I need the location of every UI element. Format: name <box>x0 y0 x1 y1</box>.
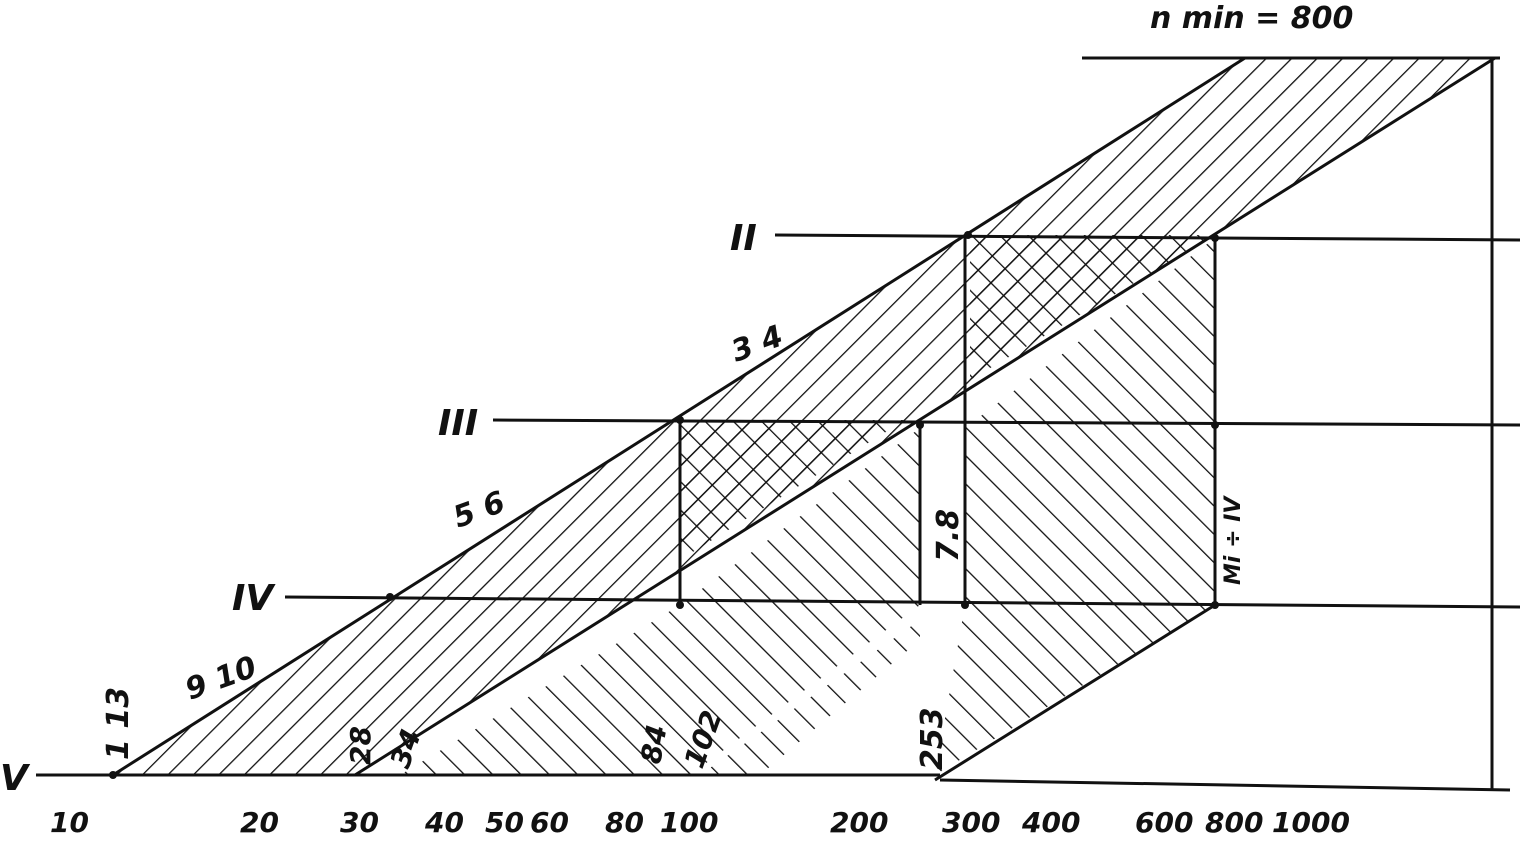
tick-40: 40 <box>424 806 464 839</box>
level-line-III <box>492 418 1520 427</box>
level-lines <box>36 56 1520 792</box>
band-label-1-13: 1 13 <box>101 687 136 760</box>
junction-dots <box>109 231 1219 779</box>
side-label-mi-iv: Mi ÷ IV <box>1221 495 1246 585</box>
upper-band-lower-edge <box>354 56 1496 777</box>
tick-800: 800 <box>1205 806 1263 839</box>
tick-60: 60 <box>530 806 569 839</box>
x-axis-ticks: 10 20 30 40 50 60 80 100 200 300 400 600… <box>50 806 1350 839</box>
level-label-IV: IV <box>232 578 276 619</box>
level-label-III: III <box>438 403 478 444</box>
level-label-II: II <box>730 218 757 259</box>
lower-band-a <box>700 620 920 775</box>
middle-band-left <box>400 428 920 775</box>
level-line-II <box>774 233 1520 242</box>
tick-20: 20 <box>240 806 279 839</box>
ray-bottom-right <box>934 603 1216 782</box>
speed-label-253: 253 <box>915 707 950 770</box>
tick-200: 200 <box>830 806 888 839</box>
tick-1000: 1000 <box>1272 806 1350 839</box>
speed-label-84: 84 <box>634 722 673 766</box>
middle-band-right <box>935 238 1215 775</box>
tick-400: 400 <box>1021 806 1080 839</box>
base-line-right <box>939 778 1511 792</box>
level-line-IV <box>284 595 1520 609</box>
tick-300: 300 <box>942 806 1000 839</box>
tick-80: 80 <box>605 806 644 839</box>
level-label-V: V <box>0 758 31 799</box>
tick-600: 600 <box>1135 806 1193 839</box>
speed-label-28: 28 <box>344 726 377 765</box>
header-nmin: n min = 800 <box>1150 1 1353 36</box>
block-label-7-8: 7.8 <box>931 509 966 562</box>
tick-100: 100 <box>660 806 718 839</box>
crosshatch-III-b <box>680 420 905 560</box>
tick-10: 10 <box>50 806 89 839</box>
tick-30: 30 <box>340 806 379 839</box>
tick-50: 50 <box>485 806 524 839</box>
